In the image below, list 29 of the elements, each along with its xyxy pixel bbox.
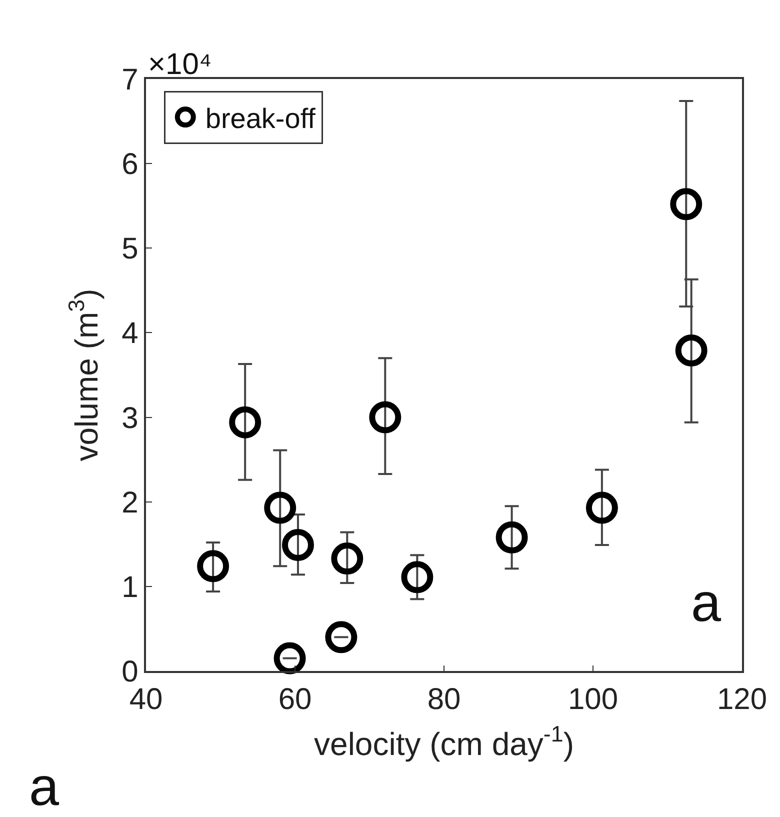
text: a bbox=[29, 757, 60, 817]
point bbox=[369, 401, 402, 434]
y-tick-label: 6 bbox=[122, 148, 138, 182]
x-tick-label: 80 bbox=[427, 682, 461, 716]
y-tick-label: 3 bbox=[122, 402, 138, 435]
annotation: a bbox=[691, 573, 722, 633]
point bbox=[670, 188, 702, 220]
y-tick-label: 5 bbox=[122, 232, 138, 266]
point bbox=[282, 528, 314, 561]
point bbox=[586, 492, 618, 524]
point bbox=[274, 642, 306, 674]
x-tick-label: 120 bbox=[716, 682, 768, 716]
point bbox=[264, 492, 296, 524]
point bbox=[401, 561, 434, 594]
annotation: ×10⁴ bbox=[148, 48, 212, 81]
legend-label: break-off bbox=[205, 102, 316, 134]
point bbox=[331, 542, 364, 575]
x-axis-title: velocity (cm day$^{-1}$) bbox=[314, 722, 574, 762]
x-tick-label: 60 bbox=[278, 682, 312, 716]
y-tick-label: 2 bbox=[122, 486, 138, 520]
point bbox=[496, 521, 528, 554]
point bbox=[197, 550, 230, 582]
point bbox=[675, 334, 708, 366]
y-tick-label: 1 bbox=[122, 570, 138, 604]
point bbox=[229, 406, 262, 438]
x-tick-label: 100 bbox=[568, 682, 618, 716]
y-tick-label: 4 bbox=[122, 317, 138, 350]
point bbox=[325, 621, 358, 654]
y-tick-label: 7 bbox=[122, 64, 138, 96]
